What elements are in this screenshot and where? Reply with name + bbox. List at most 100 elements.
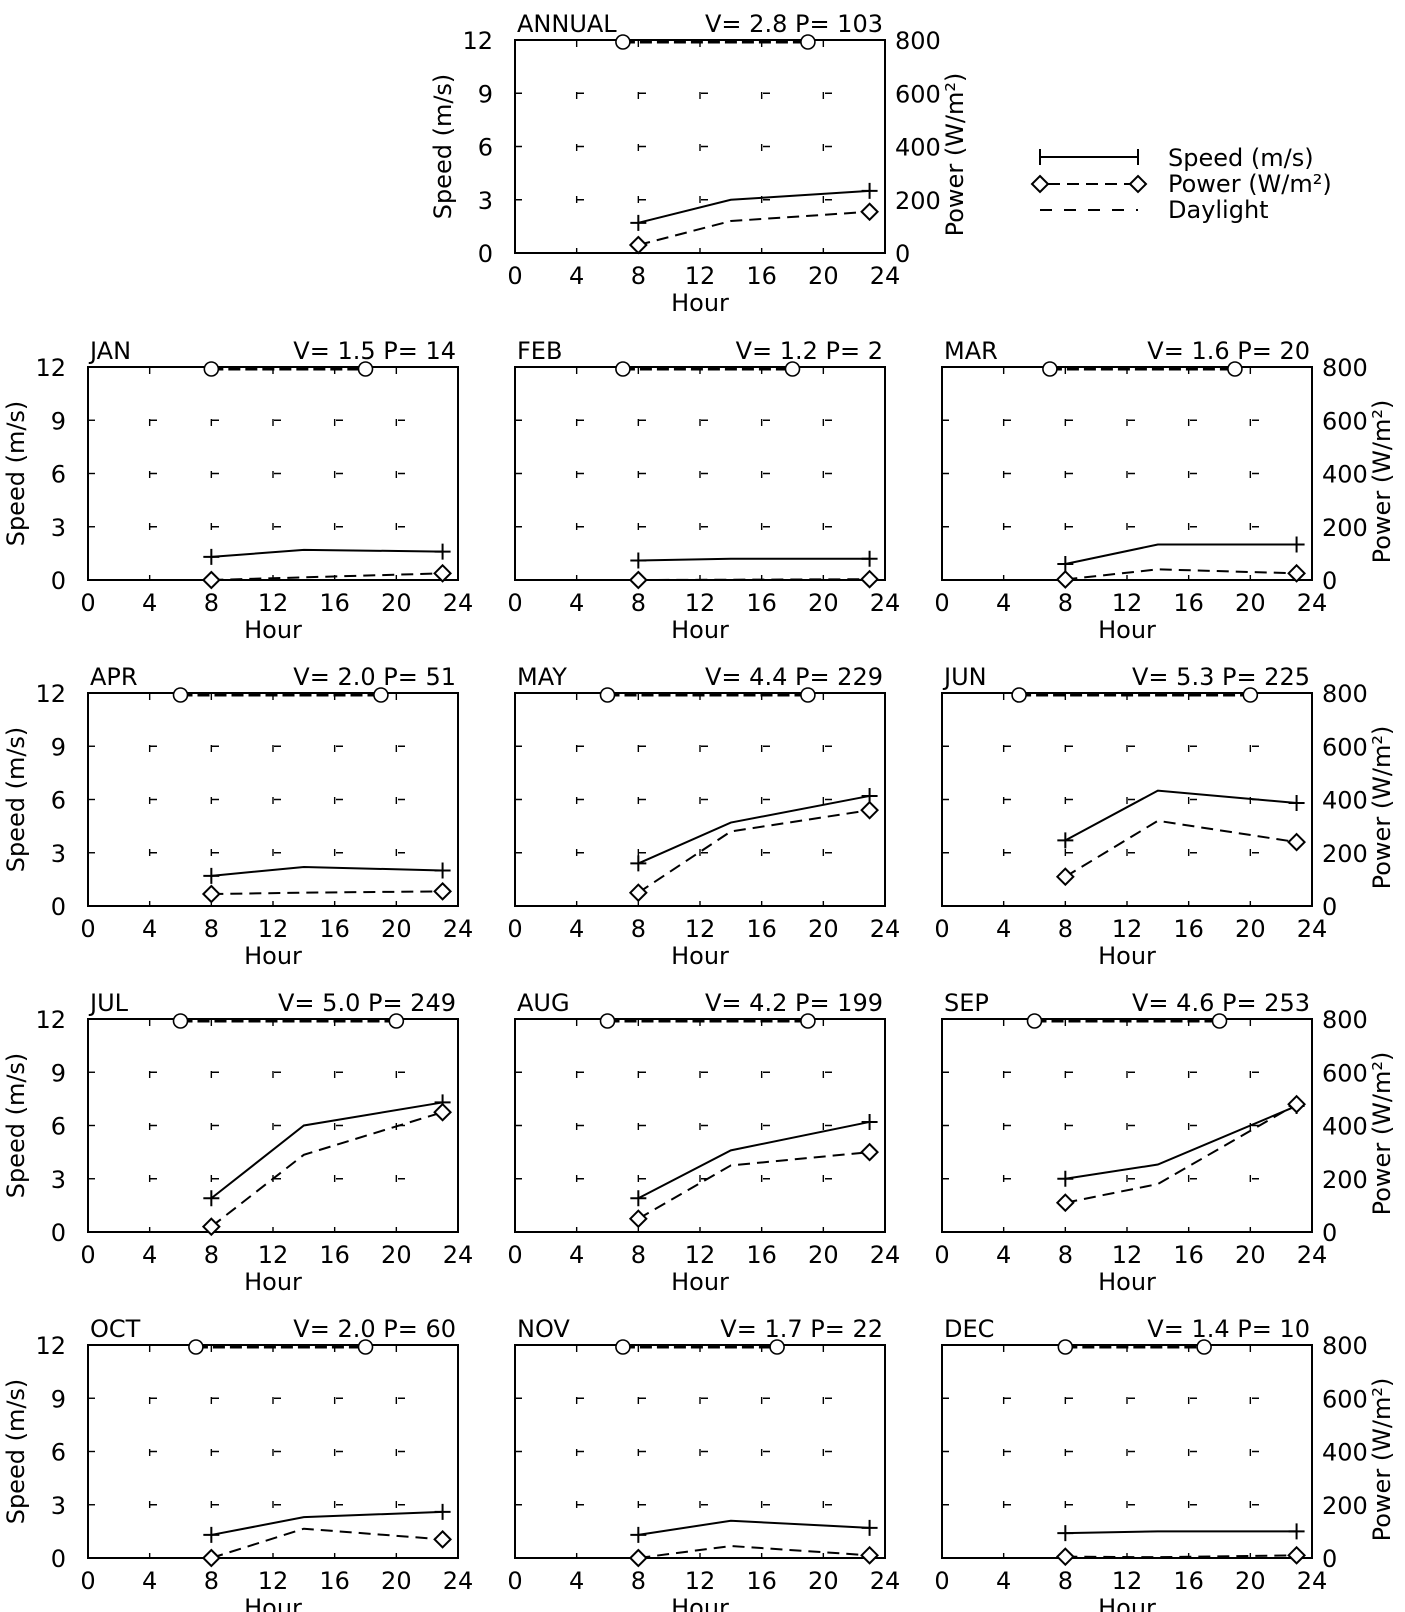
panel-title: DEC: [944, 1315, 994, 1343]
panel-stats: V= 1.2 P= 2: [736, 337, 883, 365]
power-point: [628, 1548, 648, 1568]
x-tick-label: 24: [870, 915, 901, 943]
x-tick-label: 24: [443, 589, 474, 617]
x-tick-label: 0: [934, 1241, 949, 1269]
daylight-end-marker: [357, 361, 374, 377]
x-axis-label: Hour: [671, 616, 729, 644]
daylight-end-marker: [1196, 1339, 1212, 1355]
daylight-start-marker: [615, 361, 631, 377]
x-tick-label: 16: [746, 1241, 777, 1269]
plot-frame: [941, 1018, 1313, 1233]
x-tick-label: 24: [443, 1567, 474, 1595]
x-axis-label: Hour: [244, 1594, 302, 1612]
plot-frame: [87, 692, 459, 907]
y2-tick-label: 200: [1322, 840, 1368, 868]
x-tick-label: 20: [1235, 1241, 1266, 1269]
power-series-line: [637, 1151, 870, 1220]
x-tick-label: 8: [1058, 589, 1073, 617]
x-tick-label: 12: [258, 1567, 289, 1595]
power-point: [1055, 1193, 1075, 1213]
x-axis-label: Hour: [671, 289, 729, 317]
speed-point: [861, 1519, 878, 1536]
y-tick-label: 3: [51, 1492, 66, 1520]
daylight-start-marker: [188, 1339, 204, 1355]
y-tick-label: 6: [51, 461, 66, 489]
power-series-line: [211, 572, 443, 581]
plot-frame: [514, 692, 886, 907]
x-tick-label: 12: [1112, 915, 1143, 943]
panel-title: ANNUAL: [517, 10, 617, 38]
x-tick-label: 24: [870, 1241, 901, 1269]
power-point: [433, 1102, 452, 1122]
x-tick-label: 4: [996, 589, 1011, 617]
power-series-line: [211, 890, 443, 896]
plot-frame: [87, 1344, 459, 1559]
speed-point: [1057, 1525, 1074, 1542]
daylight-end-marker: [1227, 361, 1243, 377]
panel-title: SEP: [944, 989, 989, 1017]
x-tick-label: 24: [870, 589, 901, 617]
panel-stats: V= 4.2 P= 199: [705, 989, 883, 1017]
panel-title: OCT: [90, 1315, 141, 1343]
y2-tick-label: 0: [1322, 1545, 1337, 1573]
y-tick-label: 6: [478, 134, 493, 162]
x-axis-label: Hour: [244, 1268, 302, 1296]
y2-tick-label: 0: [895, 240, 910, 268]
x-tick-label: 20: [1235, 589, 1266, 617]
x-tick-label: 12: [685, 1241, 716, 1269]
power-series-line: [1065, 1103, 1298, 1204]
y-tick-label: 12: [35, 354, 66, 382]
power-point: [860, 202, 879, 222]
x-tick-label: 8: [631, 589, 646, 617]
y-axis-label: Speed (m/s): [429, 74, 457, 220]
legend-daylight-label: Daylight: [1168, 196, 1269, 224]
power-point: [860, 1142, 879, 1162]
legend: Speed (m/s) Power (W/m²) Daylight: [1030, 144, 1332, 224]
power-series-line: [637, 809, 870, 894]
speed-series-line: [1065, 543, 1297, 566]
daylight-start-marker: [1026, 1013, 1043, 1029]
daylight-end-marker: [1242, 687, 1259, 703]
speed-point: [203, 867, 220, 884]
speed-series-line: [1064, 789, 1297, 842]
x-tick-label: 8: [204, 589, 219, 617]
speed-point: [861, 550, 878, 567]
x-tick-label: 0: [507, 915, 522, 943]
speed-series-line: [637, 1120, 870, 1200]
x-tick-label: 16: [319, 589, 350, 617]
speed-point: [1288, 795, 1305, 812]
x-tick-label: 4: [142, 1241, 157, 1269]
x-tick-label: 4: [996, 1567, 1011, 1595]
y-tick-label: 3: [478, 187, 493, 215]
y2-tick-label: 0: [1322, 1219, 1337, 1247]
x-tick-label: 12: [685, 915, 716, 943]
x-tick-label: 0: [507, 1567, 522, 1595]
y-tick-label: 0: [51, 1545, 66, 1573]
x-tick-label: 4: [569, 1241, 584, 1269]
speed-series-line: [638, 189, 870, 224]
plot-frame: [87, 1018, 459, 1233]
x-tick-label: 0: [507, 262, 522, 290]
daylight-end-marker: [800, 1013, 816, 1029]
x-axis-label: Hour: [1098, 1268, 1156, 1296]
speed-point: [1288, 1523, 1305, 1540]
x-tick-label: 20: [381, 1241, 412, 1269]
x-tick-label: 12: [1112, 1567, 1143, 1595]
power-point: [860, 1545, 879, 1565]
y2-tick-label: 800: [1322, 680, 1368, 708]
y-tick-label: 6: [51, 1113, 66, 1141]
power-point: [201, 884, 221, 904]
grid: [88, 367, 458, 580]
x-tick-label: 0: [934, 915, 949, 943]
y2-tick-label: 200: [1322, 514, 1368, 542]
panel-title: JUL: [88, 989, 129, 1017]
y2-axis-label: Power (W/m²): [1368, 1378, 1396, 1542]
power-point: [860, 569, 879, 589]
power-series-line: [638, 210, 870, 246]
power-point: [628, 883, 648, 903]
